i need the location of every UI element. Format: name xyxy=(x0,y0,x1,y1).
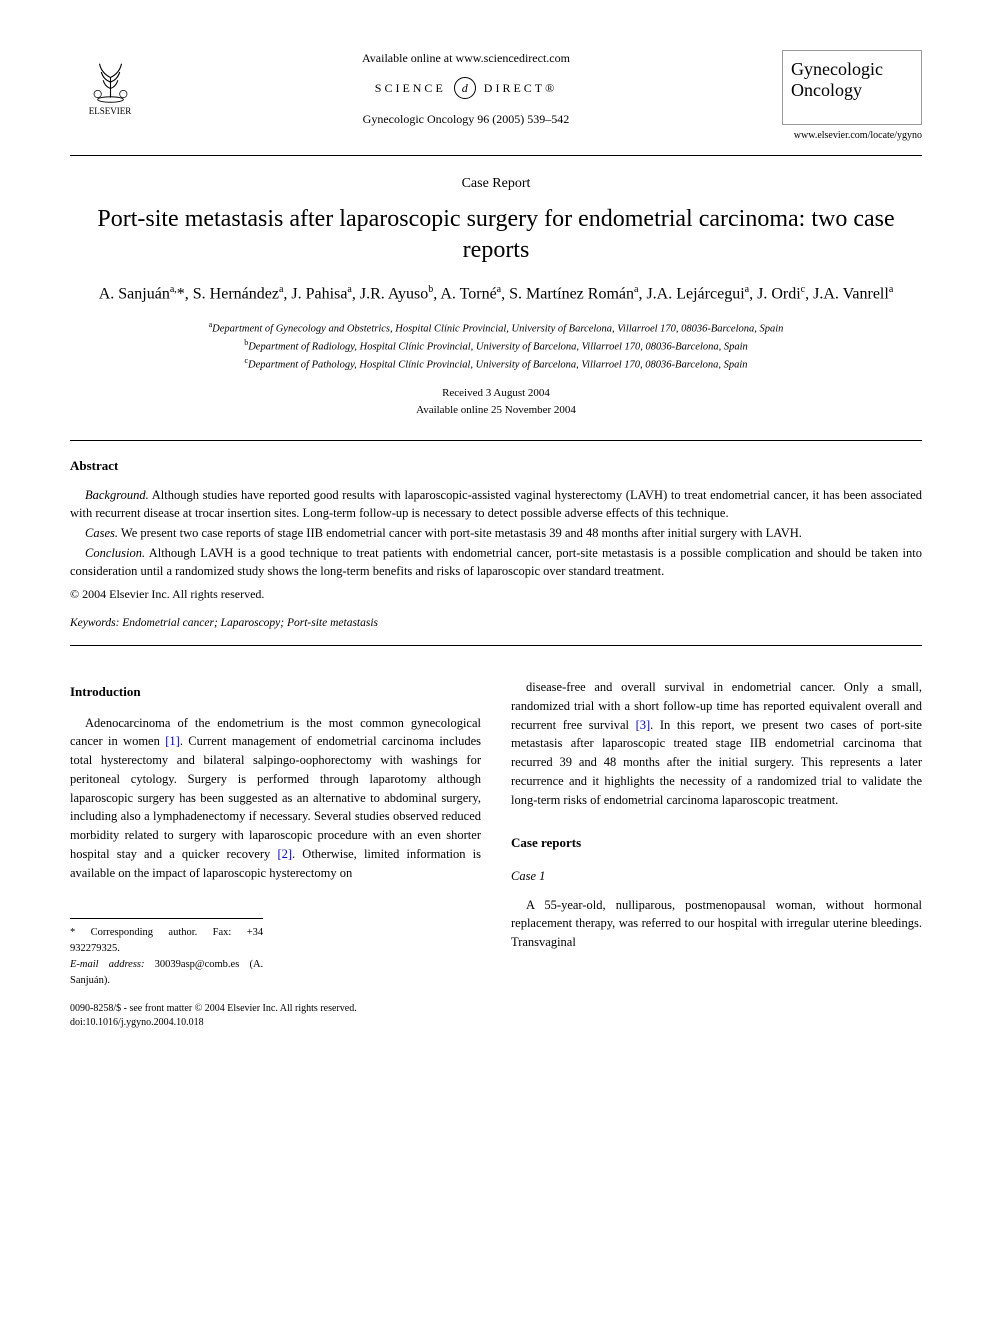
header-center: Available online at www.sciencedirect.co… xyxy=(150,50,782,128)
abstract-section: Abstract Background. Although studies ha… xyxy=(70,457,922,631)
case-1-text: A 55-year-old, nulliparous, postmenopaus… xyxy=(511,896,922,952)
footnotes: * Corresponding author. Fax: +34 9322793… xyxy=(70,918,263,988)
background-text: Although studies have reported good resu… xyxy=(70,488,922,520)
journal-header: ELSEVIER Available online at www.science… xyxy=(70,50,922,156)
column-left: Introduction Adenocarcinoma of the endom… xyxy=(70,678,481,1030)
abstract-copyright: © 2004 Elsevier Inc. All rights reserved… xyxy=(70,586,922,603)
abstract-cases: Cases. We present two case reports of st… xyxy=(70,524,922,542)
case-reports-heading: Case reports xyxy=(511,833,922,853)
article-title: Port-site metastasis after laparoscopic … xyxy=(70,204,922,266)
footer-line1: 0090-8258/$ - see front matter © 2004 El… xyxy=(70,1002,481,1016)
journal-url[interactable]: www.elsevier.com/locate/ygyno xyxy=(782,129,922,143)
ref-link[interactable]: [2] xyxy=(277,847,292,861)
publisher-name: ELSEVIER xyxy=(89,105,132,118)
article-type: Case Report xyxy=(70,174,922,194)
email-line: E-mail address: 30039asp@comb.es (A. San… xyxy=(70,957,263,989)
received-date: Received 3 August 2004 xyxy=(70,385,922,402)
sd-right: DIRECT® xyxy=(484,81,557,95)
intro-paragraph-1: Adenocarcinoma of the endometrium is the… xyxy=(70,714,481,883)
sd-left: SCIENCE xyxy=(375,81,446,95)
affiliations: aDepartment of Gynecology and Obstetrics… xyxy=(70,319,922,374)
elsevier-tree-icon xyxy=(83,50,138,105)
case-1-label: Case 1 xyxy=(511,867,922,886)
divider xyxy=(70,645,922,646)
conclusion-text: Although LAVH is a good technique to tre… xyxy=(70,546,922,578)
corresponding-author: * Corresponding author. Fax: +34 9322793… xyxy=(70,925,263,957)
article-dates: Received 3 August 2004 Available online … xyxy=(70,385,922,418)
abstract-heading: Abstract xyxy=(70,457,922,475)
keywords-label: Keywords: xyxy=(70,617,119,629)
affiliation-line: aDepartment of Gynecology and Obstetrics… xyxy=(70,319,922,337)
journal-title: Gynecologic Oncology xyxy=(782,50,922,125)
footer-copyright: 0090-8258/$ - see front matter © 2004 El… xyxy=(70,1002,481,1030)
footer-doi: doi:10.1016/j.ygyno.2004.10.018 xyxy=(70,1016,481,1030)
available-date: Available online 25 November 2004 xyxy=(70,402,922,419)
sciencedirect-logo: SCIENCE d DIRECT® xyxy=(150,77,782,99)
email-label: E-mail address: xyxy=(70,959,145,970)
abstract-background: Background. Although studies have report… xyxy=(70,486,922,522)
cases-text: We present two case reports of stage IIB… xyxy=(118,526,802,540)
column-right: disease-free and overall survival in end… xyxy=(511,678,922,1030)
affiliation-line: bDepartment of Radiology, Hospital Clíni… xyxy=(70,337,922,355)
intro-paragraph-2: disease-free and overall survival in end… xyxy=(511,678,922,809)
ref-link[interactable]: [3] xyxy=(636,718,651,732)
keywords-text: Endometrial cancer; Laparoscopy; Port-si… xyxy=(119,617,378,629)
background-label: Background. xyxy=(85,488,149,502)
citation-line: Gynecologic Oncology 96 (2005) 539–542 xyxy=(150,111,782,128)
body-columns: Introduction Adenocarcinoma of the endom… xyxy=(70,678,922,1030)
cases-label: Cases. xyxy=(85,526,118,540)
conclusion-label: Conclusion. xyxy=(85,546,145,560)
ref-link[interactable]: [1] xyxy=(165,734,180,748)
publisher-logo: ELSEVIER xyxy=(70,50,150,118)
author-list: A. Sanjuána,*, S. Hernándeza, J. Pahisaa… xyxy=(70,282,922,306)
journal-box: Gynecologic Oncology www.elsevier.com/lo… xyxy=(782,50,922,143)
sd-d-icon: d xyxy=(454,77,476,99)
introduction-heading: Introduction xyxy=(70,682,481,702)
affiliation-line: cDepartment of Pathology, Hospital Clíni… xyxy=(70,355,922,373)
divider xyxy=(70,440,922,441)
abstract-conclusion: Conclusion. Although LAVH is a good tech… xyxy=(70,544,922,580)
keywords: Keywords: Endometrial cancer; Laparoscop… xyxy=(70,615,922,631)
available-online-line: Available online at www.sciencedirect.co… xyxy=(150,50,782,67)
